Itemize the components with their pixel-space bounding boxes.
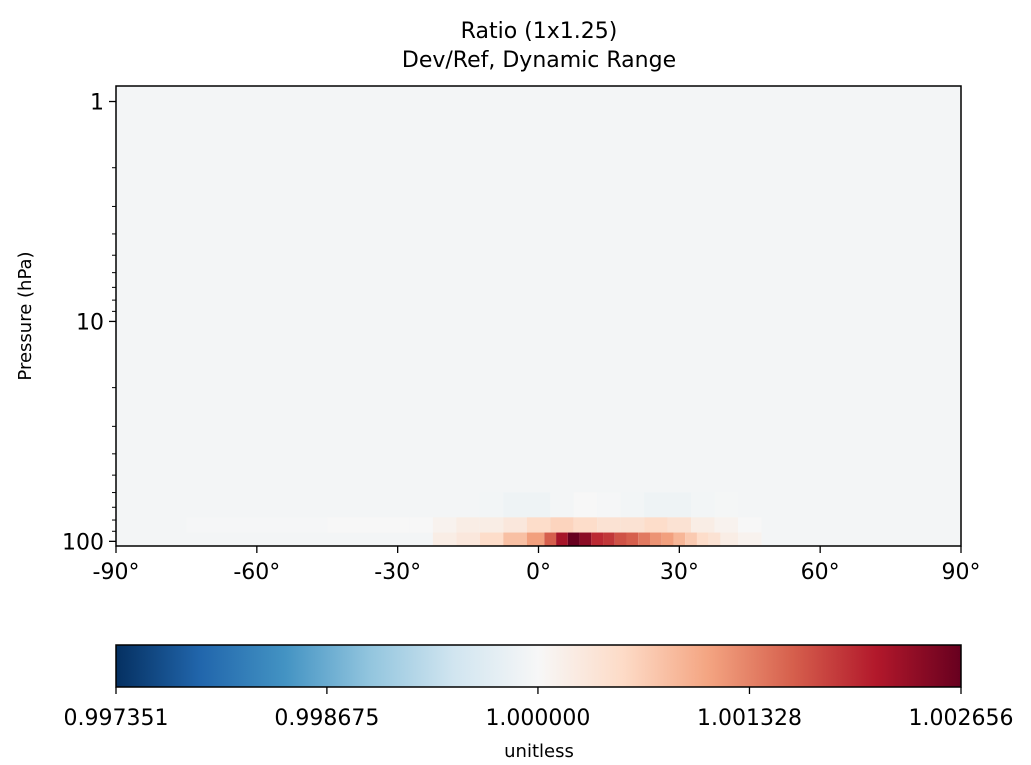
colorbar-tick-label: 1.002656	[909, 706, 1014, 731]
heatmap-cell	[691, 517, 715, 533]
heatmap-cell	[456, 532, 480, 546]
colorbar-tick-label: 1.001328	[697, 706, 802, 731]
heatmap-cell	[573, 492, 598, 518]
heatmap-cell	[691, 492, 715, 518]
heatmap-cell	[573, 517, 598, 533]
heatmap-cell	[550, 492, 574, 518]
heatmap-cell	[667, 492, 692, 518]
heatmap-cell	[603, 532, 615, 546]
heatmap-cell	[661, 532, 674, 546]
heatmap-cell	[714, 517, 739, 533]
heatmap-cell	[685, 532, 697, 546]
heatmap-background	[116, 86, 961, 546]
colorbar-ticks: 0.997351 0.998675 1.000000 1.001328 1.002656	[64, 687, 1014, 731]
heatmap-cell	[673, 532, 686, 546]
heatmap-cells	[186, 492, 762, 546]
heatmap-cell	[479, 517, 504, 533]
heatmap-cell	[597, 517, 621, 533]
x-tick-label: 30°	[660, 560, 699, 585]
y-tick-label: 100	[62, 530, 104, 555]
y-tick-label: 10	[76, 310, 104, 335]
heatmap-cell	[667, 517, 692, 533]
heatmap-cell	[626, 532, 639, 546]
heatmap-cell	[714, 492, 739, 518]
colorbar-tick-label: 0.997351	[64, 706, 169, 731]
heatmap-cell	[556, 532, 568, 546]
heatmap-cell	[526, 517, 551, 533]
heatmap-cell	[579, 532, 592, 546]
x-tick-label: 0°	[526, 560, 551, 585]
heatmap-cell	[409, 517, 433, 533]
heatmap-cell	[720, 532, 739, 546]
heatmap-cell	[649, 532, 662, 546]
heatmap-cell	[644, 492, 668, 518]
heatmap-cell	[479, 532, 504, 546]
heatmap-cell	[591, 532, 604, 546]
heatmap-cell	[327, 517, 410, 533]
y-axis: 1 10 100	[62, 91, 116, 555]
heatmap-cell	[620, 517, 645, 533]
colorbar-label: unitless	[504, 741, 574, 762]
x-tick-label: 90°	[942, 560, 981, 585]
heatmap-cell	[614, 532, 627, 546]
heatmap-cell	[597, 492, 621, 518]
heatmap-cell	[186, 517, 328, 533]
heatmap-cell	[503, 517, 527, 533]
heatmap-cell	[708, 532, 721, 546]
heatmap-cell	[644, 517, 668, 533]
heatmap-cell	[503, 532, 527, 546]
heatmap-plot-area	[115, 85, 962, 547]
heatmap-cell	[620, 492, 645, 518]
heatmap-cell	[638, 532, 650, 546]
colorbar: 0.997351 0.998675 1.000000 1.001328 1.002656…	[64, 644, 1014, 762]
x-tick-label: -30°	[374, 560, 421, 585]
chart-title: Ratio (1x1.25)	[461, 19, 618, 44]
heatmap-cell	[456, 517, 480, 533]
heatmap-cell	[738, 517, 762, 533]
colorbar-tick-label: 0.998675	[274, 706, 379, 731]
x-tick-label: -90°	[93, 560, 140, 585]
heatmap-cell	[544, 532, 557, 546]
x-tick-label: -60°	[233, 560, 280, 585]
heatmap-cell	[738, 532, 762, 546]
heatmap-cell	[432, 532, 457, 546]
heatmap-cell	[503, 492, 527, 518]
colorbar-gradient	[115, 644, 962, 688]
x-tick-label: 60°	[801, 560, 840, 585]
heatmap-cell	[696, 532, 709, 546]
heatmap-cell	[550, 517, 574, 533]
y-tick-label: 1	[90, 91, 104, 116]
heatmap-cell	[432, 517, 457, 533]
heatmap-cell	[567, 532, 580, 546]
y-axis-label: Pressure (hPa)	[15, 251, 36, 380]
heatmap-cell	[479, 492, 504, 518]
heatmap-cell	[526, 532, 545, 546]
heatmap-cell	[526, 492, 551, 518]
chart-subtitle: Dev/Ref, Dynamic Range	[402, 48, 676, 73]
colorbar-tick-label: 1.000000	[485, 706, 590, 731]
x-axis: -90° -60° -30° 0° 30° 60° 90°	[93, 546, 981, 585]
